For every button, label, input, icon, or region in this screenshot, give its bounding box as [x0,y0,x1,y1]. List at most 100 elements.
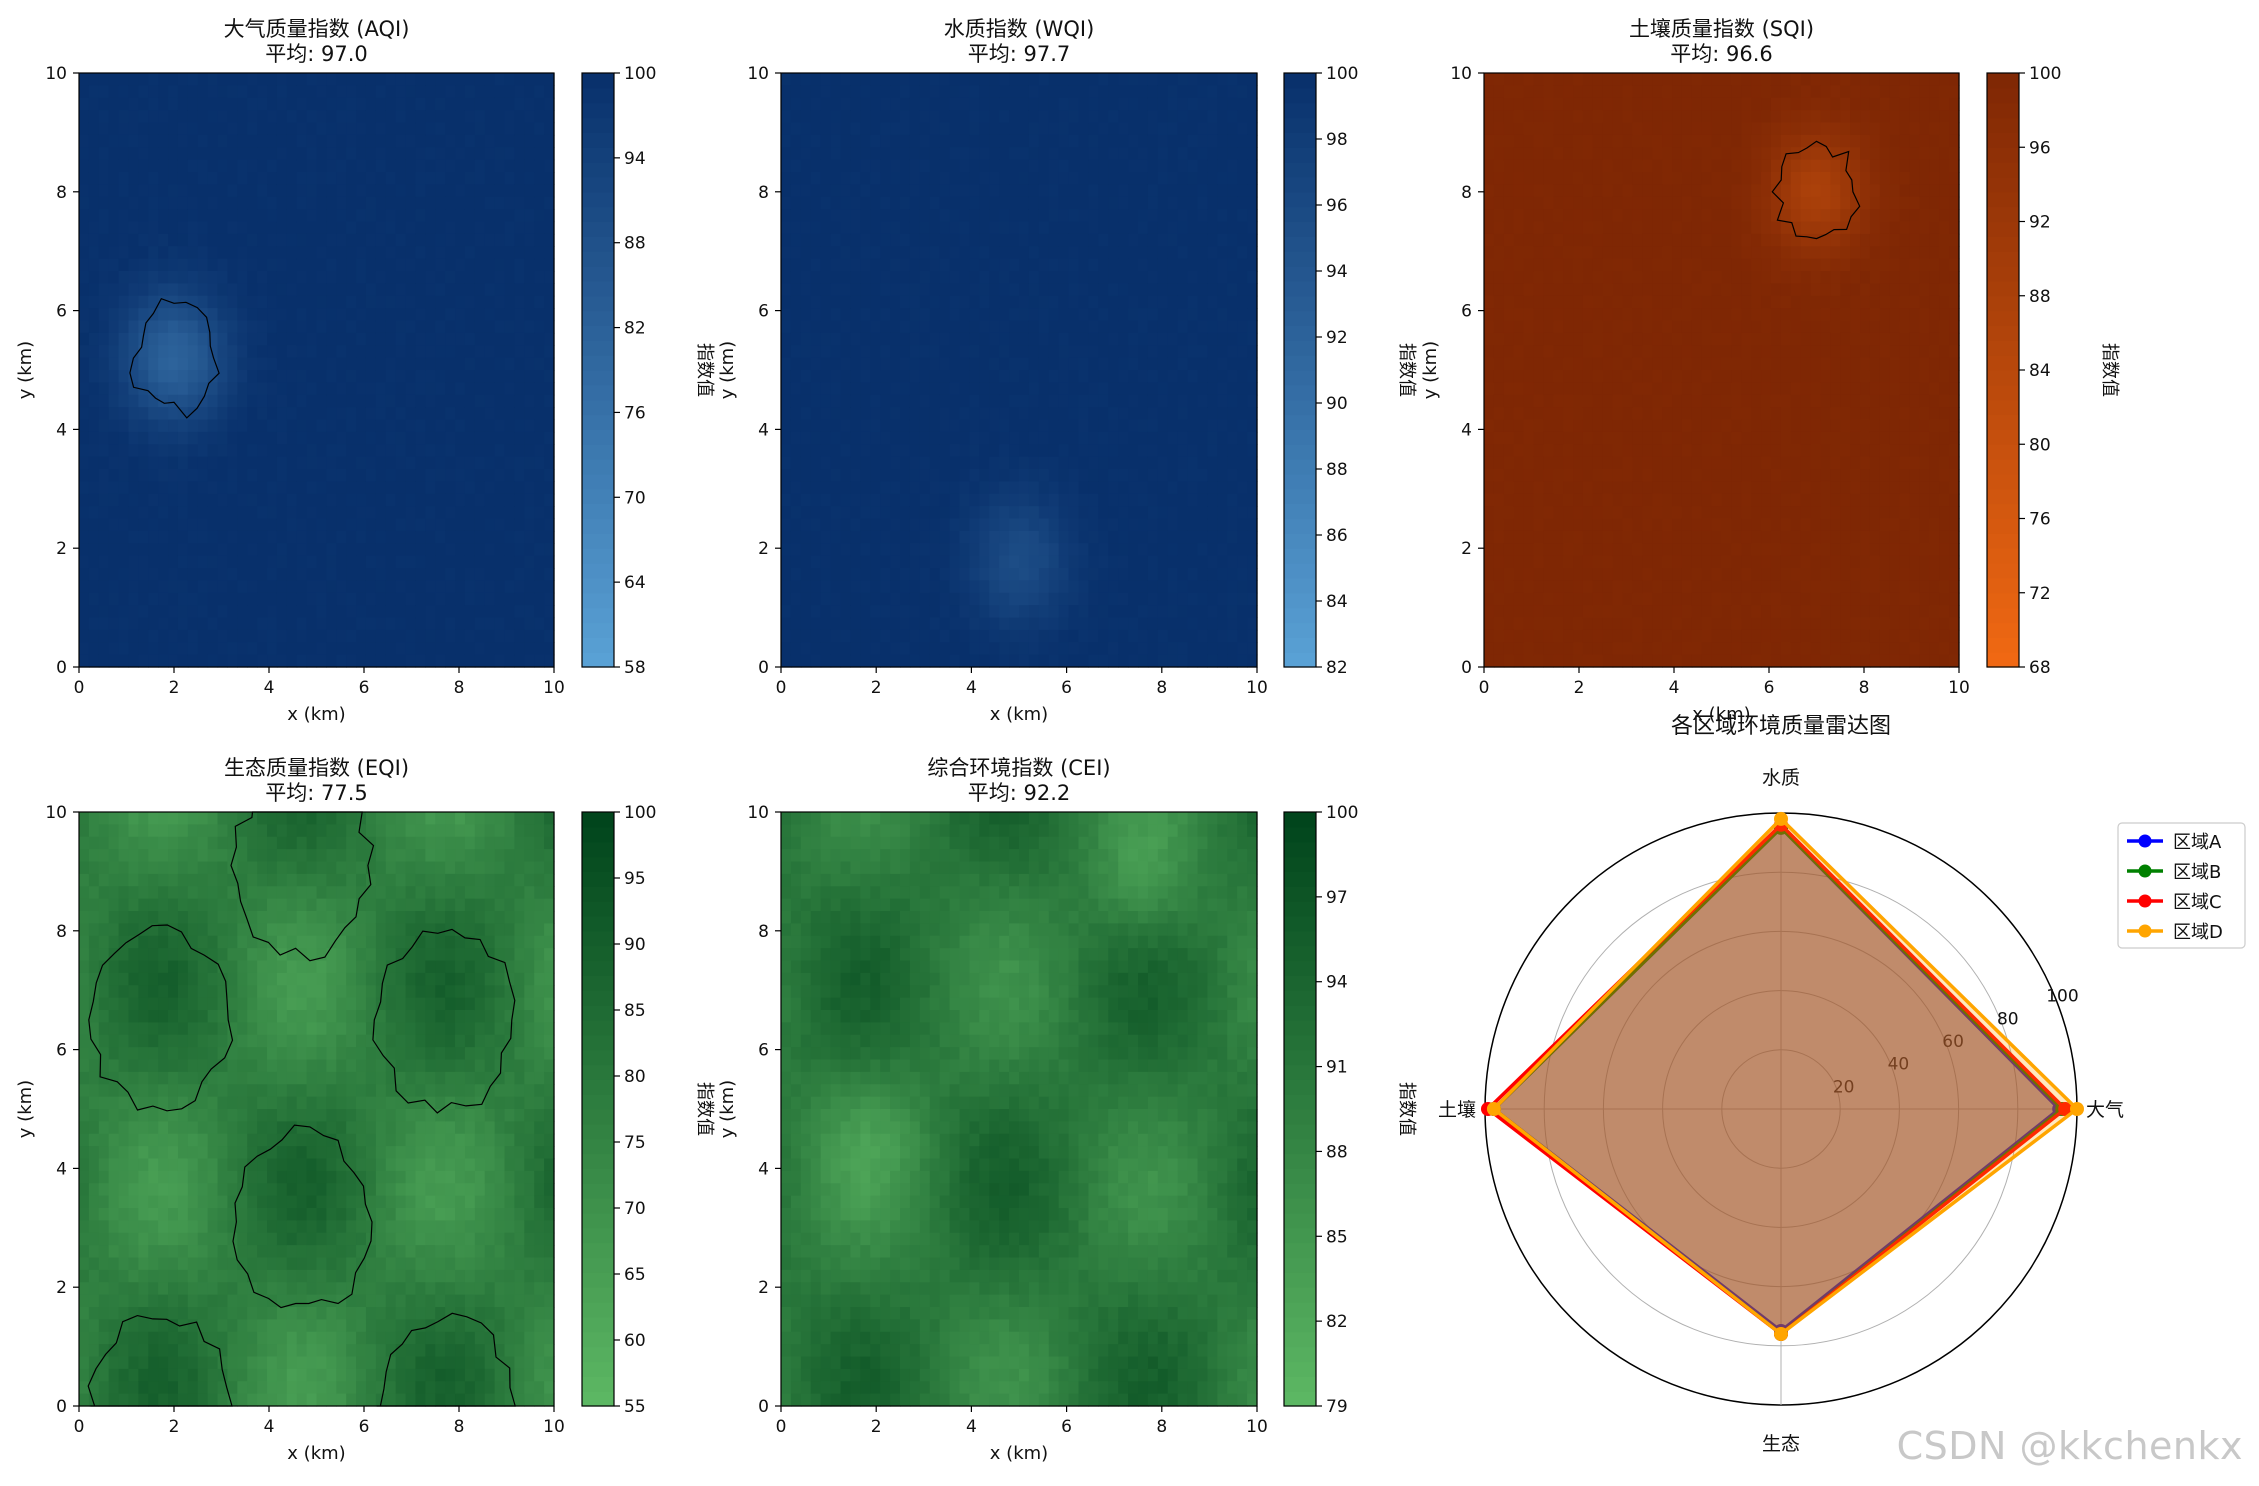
heatmap-cell [900,395,911,408]
heatmap-cell [1247,147,1258,160]
heatmap-cell [287,296,298,309]
colorbar-tick-label: 96 [1326,196,1348,216]
heatmap-cell [465,568,476,581]
heatmap-cell [969,593,980,606]
heatmap-cell [1247,98,1258,111]
heatmap-cell [791,382,802,395]
heatmap-cell [505,382,516,395]
heatmap-cell [1128,556,1139,569]
heatmap-cell [1029,469,1040,482]
heatmap-cell [277,333,288,346]
heatmap-cell [326,160,337,173]
heatmap-cell [178,234,189,247]
heatmap-cell [850,395,861,408]
heatmap-cell [138,296,149,309]
heatmap-cell [1059,444,1070,457]
heatmap-cell [1168,135,1179,148]
heatmap-cell [317,605,328,618]
heatmap-cell [158,308,169,321]
heatmap-cell [1514,630,1525,643]
heatmap-cell [1217,358,1228,371]
heatmap-cell [307,593,318,606]
heatmap-cell [1227,197,1238,210]
heatmap-cell [218,197,229,210]
heatmap-cell [514,407,525,420]
heatmap-cell [505,73,516,86]
heatmap-cell [989,184,1000,197]
heatmap-cell [1069,271,1080,284]
heatmap-cell [850,481,861,494]
heatmap-cell [237,457,248,470]
heatmap-cell [1514,321,1525,334]
heatmap-cell [989,259,1000,272]
heatmap-cell [979,160,990,173]
heatmap-cell [277,222,288,235]
heatmap-cell [791,172,802,185]
heatmap-cell [960,642,971,655]
heatmap-cell [178,469,189,482]
heatmap-cell [544,308,555,321]
heatmap-cell [425,630,436,643]
heatmap-cell [940,519,951,532]
heatmap-cell [376,420,387,433]
heatmap-cell [1227,308,1238,321]
heatmap-cell [317,506,328,519]
heatmap-cell [1198,123,1209,136]
heatmap-cell [99,382,110,395]
heatmap-cell [801,593,812,606]
heatmap-cell [890,395,901,408]
heatmap-cell [1237,123,1248,136]
heatmap-cell [1504,333,1515,346]
heatmap-cell [148,308,159,321]
heatmap-cell [534,98,545,111]
heatmap-cell [1198,283,1209,296]
heatmap-cell [1039,184,1050,197]
heatmap-cell [1049,605,1060,618]
heatmap-cell [1188,222,1199,235]
heatmap-cell [1207,209,1218,222]
heatmap-cell [178,197,189,210]
heatmap-cell [445,123,456,136]
heatmap-cell [910,321,921,334]
heatmap-cell [356,494,367,507]
heatmap-cell [1158,655,1169,668]
heatmap-cell [158,481,169,494]
heatmap-cell [287,432,298,445]
heatmap-cell [1247,358,1258,371]
heatmap-cell [128,457,139,470]
heatmap-cell [1168,283,1179,296]
heatmap-cell [237,85,248,98]
heatmap-cell [188,580,199,593]
heatmap-cell [267,333,278,346]
heatmap-cell [1514,358,1525,371]
heatmap-cell [227,135,238,148]
heatmap-cell [346,457,357,470]
heatmap-cell [495,605,506,618]
heatmap-cell [257,358,268,371]
heatmap-cell [544,618,555,631]
heatmap-cell [227,531,238,544]
heatmap-cell [475,556,486,569]
heatmap-cell [1079,358,1090,371]
heatmap-cell [1227,259,1238,272]
colorbar-band [582,266,614,281]
heatmap-cell [1484,110,1495,123]
heatmap-cell [524,321,535,334]
heatmap-cell [1088,110,1099,123]
heatmap-cell [89,481,100,494]
heatmap-cell [791,85,802,98]
heatmap-cell [435,481,446,494]
heatmap-cell [326,407,337,420]
heatmap-cell [1009,556,1020,569]
heatmap-cell [495,382,506,395]
heatmap-cell [900,123,911,136]
heatmap-cell [890,642,901,655]
heatmap-cell [1247,618,1258,631]
heatmap-cell [950,296,961,309]
heatmap-cell [989,494,1000,507]
heatmap-cell [148,147,159,160]
heatmap-cell [425,283,436,296]
x-tick-label: 10 [543,678,565,698]
heatmap-cell [317,246,328,259]
heatmap-cell [89,246,100,259]
